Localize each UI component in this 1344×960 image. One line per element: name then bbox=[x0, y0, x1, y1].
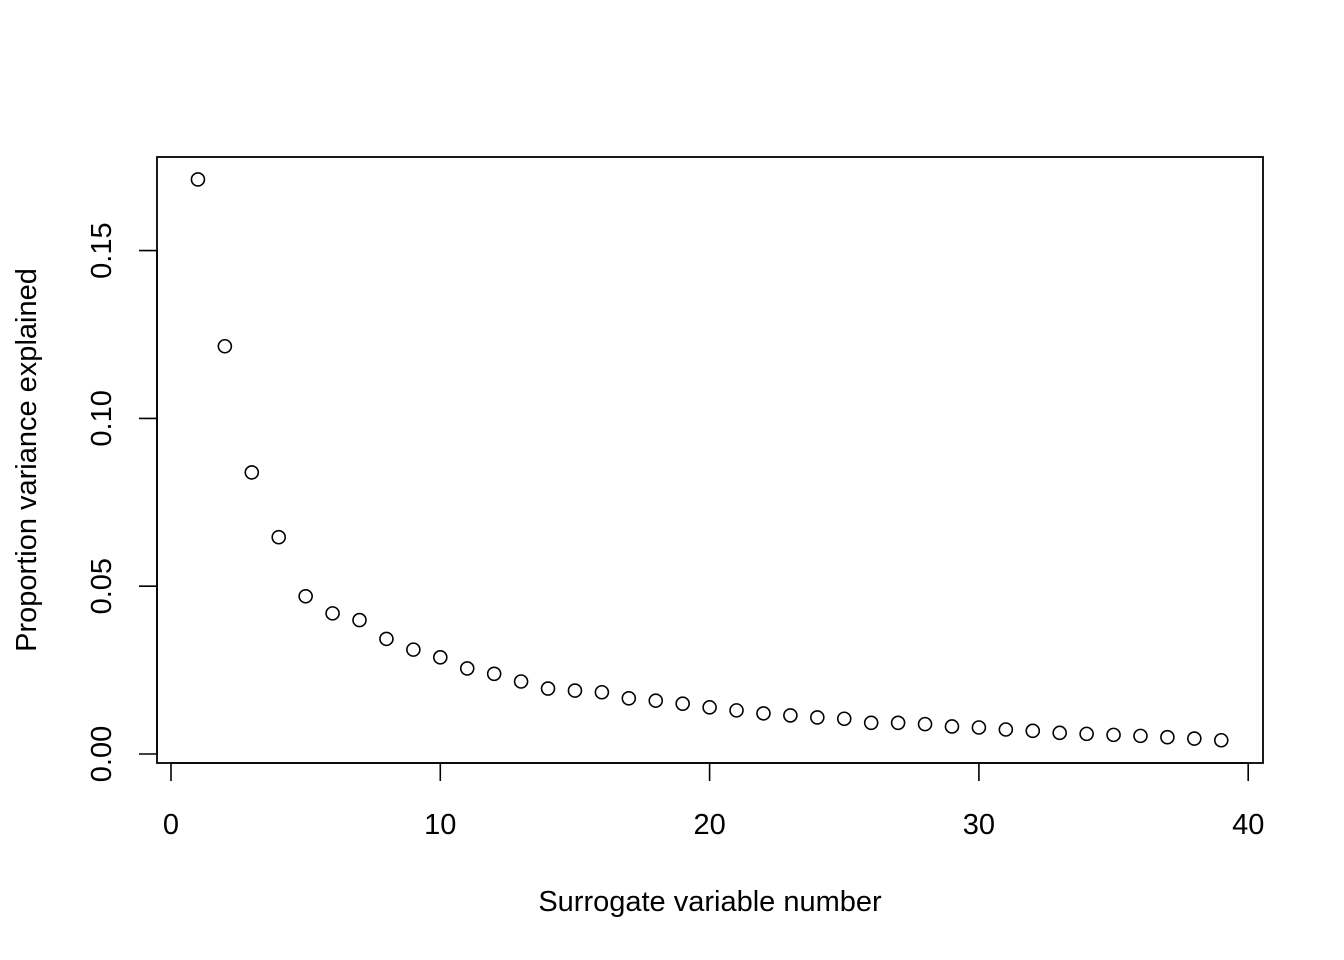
data-point bbox=[836, 711, 852, 727]
x-tick-label: 30 bbox=[963, 809, 995, 841]
plot-frame bbox=[156, 156, 1264, 764]
data-point bbox=[540, 681, 556, 696]
data-point bbox=[567, 683, 583, 698]
data-point bbox=[917, 716, 933, 732]
x-tick-label: 0 bbox=[163, 809, 179, 841]
y-axis: 0.00 0.05 0.10 0.15 bbox=[86, 222, 158, 782]
y-tick-label: 0.05 bbox=[86, 558, 118, 614]
data-point bbox=[352, 612, 367, 628]
data-point bbox=[271, 529, 287, 545]
data-point bbox=[621, 690, 637, 706]
data-point bbox=[325, 606, 340, 621]
data-point bbox=[648, 693, 664, 708]
data-point bbox=[863, 715, 879, 731]
data-point bbox=[1213, 732, 1229, 748]
data-point bbox=[1025, 723, 1041, 739]
data-point bbox=[810, 710, 825, 725]
data-point bbox=[298, 588, 313, 604]
data-point bbox=[1079, 726, 1094, 742]
data-point bbox=[971, 720, 987, 735]
data-point bbox=[190, 172, 206, 187]
y-axis-label: Proportion variance explained bbox=[11, 268, 43, 652]
x-axis-label: Surrogate variable number bbox=[538, 886, 882, 918]
data-point bbox=[244, 465, 260, 480]
x-axis: 0 10 20 30 40 bbox=[163, 762, 1264, 841]
data-point bbox=[1187, 731, 1202, 746]
x-tick-label: 40 bbox=[1232, 809, 1264, 841]
y-tick-label: 0.10 bbox=[86, 390, 118, 446]
data-point bbox=[406, 642, 421, 657]
data-point bbox=[486, 666, 502, 682]
data-point bbox=[756, 706, 771, 721]
data-point bbox=[1133, 728, 1148, 744]
y-tick-label: 0.00 bbox=[86, 726, 118, 782]
data-point bbox=[944, 719, 960, 734]
data-points bbox=[190, 172, 1229, 748]
data-point bbox=[432, 650, 448, 665]
data-point bbox=[513, 674, 529, 689]
x-tick-label: 20 bbox=[693, 809, 725, 841]
data-point bbox=[217, 338, 233, 354]
data-point bbox=[729, 703, 744, 718]
data-point bbox=[594, 684, 610, 700]
data-point bbox=[702, 700, 717, 715]
y-tick-label: 0.15 bbox=[86, 222, 118, 278]
data-point bbox=[459, 661, 475, 676]
data-point bbox=[1106, 727, 1121, 743]
data-point bbox=[1160, 729, 1175, 745]
data-point bbox=[675, 696, 690, 711]
data-point bbox=[1052, 725, 1067, 741]
data-point bbox=[379, 631, 394, 647]
data-point bbox=[998, 722, 1014, 737]
data-point bbox=[783, 708, 798, 723]
x-tick-label: 10 bbox=[424, 809, 456, 841]
data-point bbox=[890, 715, 906, 731]
